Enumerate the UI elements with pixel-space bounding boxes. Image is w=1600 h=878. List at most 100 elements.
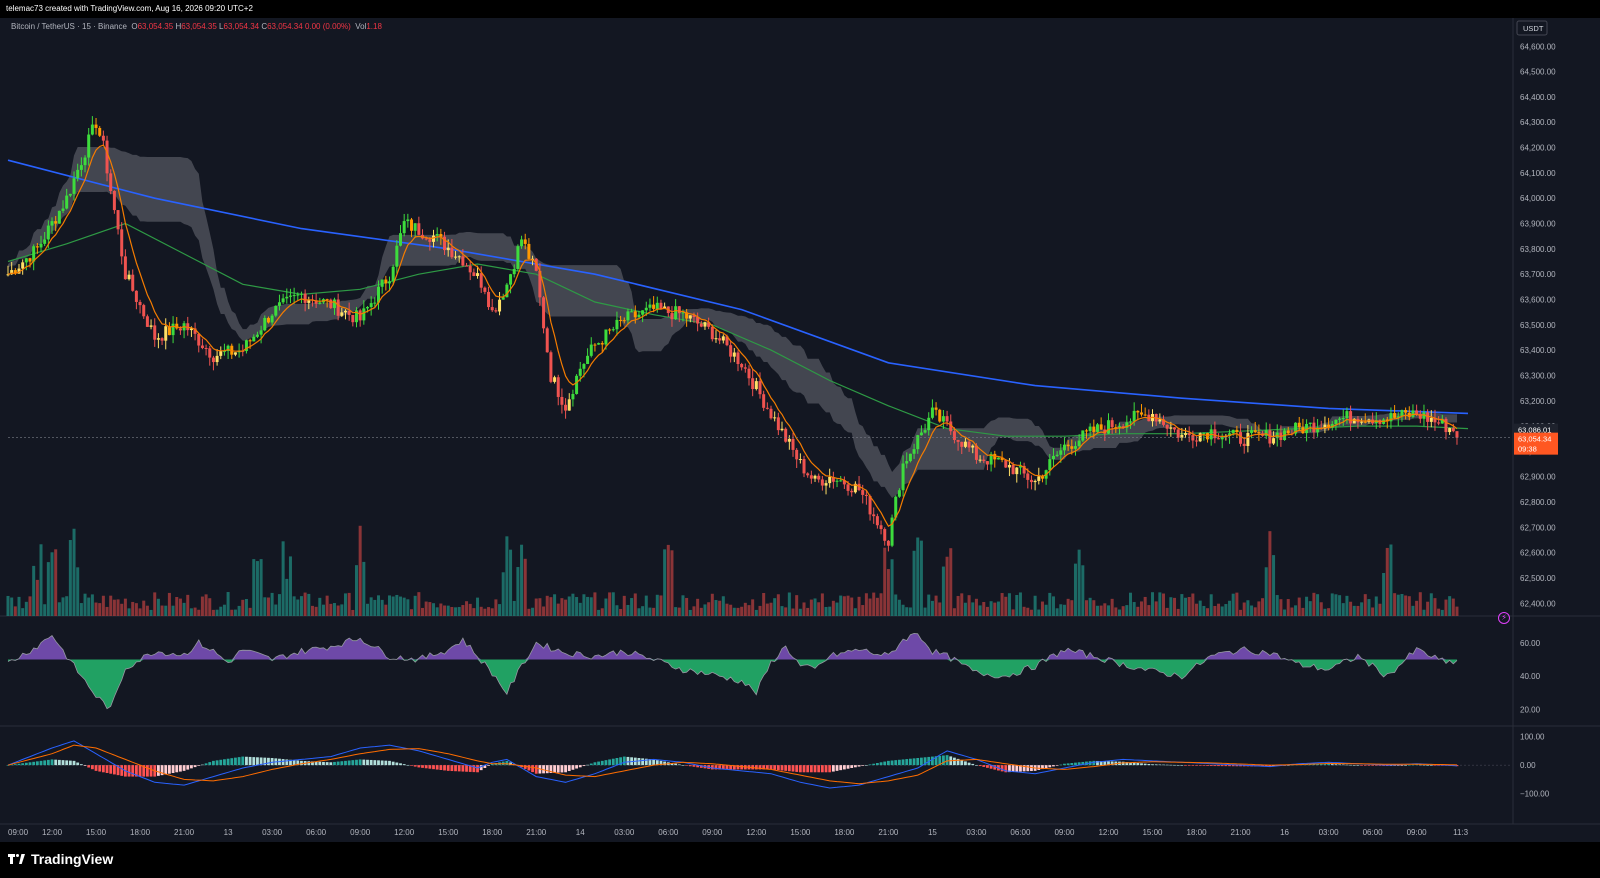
candle[interactable] bbox=[1007, 464, 1011, 468]
candle[interactable] bbox=[1334, 419, 1338, 425]
candle[interactable] bbox=[1106, 420, 1110, 434]
candle[interactable] bbox=[1404, 410, 1408, 413]
candle[interactable] bbox=[578, 368, 582, 376]
currency-button[interactable] bbox=[1516, 20, 1548, 36]
candle[interactable] bbox=[659, 302, 663, 309]
candle[interactable] bbox=[523, 239, 527, 244]
candle[interactable] bbox=[637, 314, 641, 318]
candle[interactable] bbox=[828, 476, 832, 484]
candle[interactable] bbox=[197, 333, 201, 346]
candle[interactable] bbox=[13, 270, 17, 274]
candle[interactable] bbox=[1385, 419, 1389, 422]
candle[interactable] bbox=[340, 312, 344, 316]
candle[interactable] bbox=[164, 326, 168, 341]
candle[interactable] bbox=[171, 323, 175, 336]
candle[interactable] bbox=[299, 293, 303, 295]
candle[interactable] bbox=[780, 428, 784, 431]
candle[interactable] bbox=[681, 312, 685, 314]
candle[interactable] bbox=[1173, 427, 1177, 430]
candle[interactable] bbox=[24, 258, 28, 263]
candle[interactable] bbox=[476, 273, 480, 276]
candle[interactable] bbox=[1363, 421, 1367, 423]
candle[interactable] bbox=[1400, 410, 1404, 417]
candle[interactable] bbox=[285, 296, 289, 299]
candle[interactable] bbox=[1165, 424, 1169, 429]
candle[interactable] bbox=[465, 265, 469, 267]
candle[interactable] bbox=[1415, 410, 1419, 414]
candle[interactable] bbox=[967, 441, 971, 448]
candle[interactable] bbox=[982, 459, 986, 462]
candle[interactable] bbox=[971, 445, 975, 448]
candle[interactable] bbox=[560, 396, 564, 405]
candle[interactable] bbox=[806, 473, 810, 476]
candle[interactable] bbox=[622, 320, 626, 322]
chart-canvas[interactable]: 64,600.00 64,500.00 64,400.00 64,300.00 64,2… bbox=[0, 18, 1600, 842]
candle[interactable] bbox=[707, 322, 711, 327]
candle[interactable] bbox=[432, 235, 436, 242]
candle[interactable] bbox=[1158, 419, 1162, 422]
candle[interactable] bbox=[156, 338, 160, 340]
candle[interactable] bbox=[175, 323, 179, 329]
candle[interactable] bbox=[989, 453, 993, 465]
candle[interactable] bbox=[336, 299, 340, 316]
candle[interactable] bbox=[1092, 426, 1096, 432]
candle[interactable] bbox=[343, 310, 347, 313]
candle[interactable] bbox=[824, 483, 828, 486]
candle[interactable] bbox=[487, 291, 491, 308]
candle[interactable] bbox=[1393, 413, 1397, 418]
candle[interactable] bbox=[549, 352, 553, 382]
candle[interactable] bbox=[332, 299, 336, 309]
candle[interactable] bbox=[1180, 434, 1184, 438]
candle[interactable] bbox=[798, 459, 802, 461]
candle[interactable] bbox=[1026, 473, 1030, 480]
candle[interactable] bbox=[1162, 419, 1166, 425]
candle[interactable] bbox=[699, 323, 703, 327]
candle[interactable] bbox=[373, 302, 377, 304]
candle[interactable] bbox=[872, 514, 876, 517]
candle[interactable] bbox=[938, 409, 942, 422]
candle[interactable] bbox=[619, 319, 623, 321]
candle[interactable] bbox=[1239, 432, 1243, 444]
candle[interactable] bbox=[956, 439, 960, 442]
candle[interactable] bbox=[219, 351, 223, 356]
candle[interactable] bbox=[1360, 421, 1364, 423]
candle[interactable] bbox=[109, 173, 113, 191]
candle[interactable] bbox=[215, 355, 219, 363]
candle[interactable] bbox=[39, 243, 43, 248]
candle[interactable] bbox=[446, 247, 450, 251]
candle[interactable] bbox=[773, 417, 777, 419]
candle[interactable] bbox=[1084, 430, 1088, 432]
chart-area[interactable]: 64,600.00 64,500.00 64,400.00 64,300.00 64,2… bbox=[0, 18, 1600, 842]
candle[interactable] bbox=[890, 517, 894, 546]
candle[interactable] bbox=[384, 279, 388, 284]
candle[interactable] bbox=[1136, 410, 1140, 413]
candle[interactable] bbox=[545, 328, 549, 353]
candle[interactable] bbox=[435, 233, 439, 236]
tradingview-logo[interactable]: TradingView bbox=[8, 851, 113, 867]
candle[interactable] bbox=[443, 236, 447, 251]
candle[interactable] bbox=[252, 336, 256, 342]
candle[interactable] bbox=[952, 431, 956, 440]
candle[interactable] bbox=[1015, 467, 1019, 475]
candle[interactable] bbox=[787, 438, 791, 442]
candle[interactable] bbox=[963, 441, 967, 447]
candle[interactable] bbox=[329, 299, 333, 309]
candle[interactable] bbox=[894, 496, 898, 518]
candle[interactable] bbox=[28, 258, 32, 262]
candle[interactable] bbox=[589, 344, 593, 356]
candle[interactable] bbox=[512, 268, 516, 275]
candle[interactable] bbox=[362, 308, 366, 321]
candle[interactable] bbox=[1176, 429, 1180, 438]
candle[interactable] bbox=[670, 313, 674, 320]
candle[interactable] bbox=[76, 169, 80, 179]
candle[interactable] bbox=[424, 238, 428, 240]
candle[interactable] bbox=[879, 525, 883, 530]
candle[interactable] bbox=[556, 377, 560, 397]
candle[interactable] bbox=[259, 330, 263, 335]
candle[interactable] bbox=[1004, 459, 1008, 468]
candle[interactable] bbox=[1095, 424, 1099, 432]
candle[interactable] bbox=[145, 316, 149, 327]
candle[interactable] bbox=[538, 270, 542, 298]
candle[interactable] bbox=[633, 311, 637, 318]
candle[interactable] bbox=[740, 364, 744, 368]
